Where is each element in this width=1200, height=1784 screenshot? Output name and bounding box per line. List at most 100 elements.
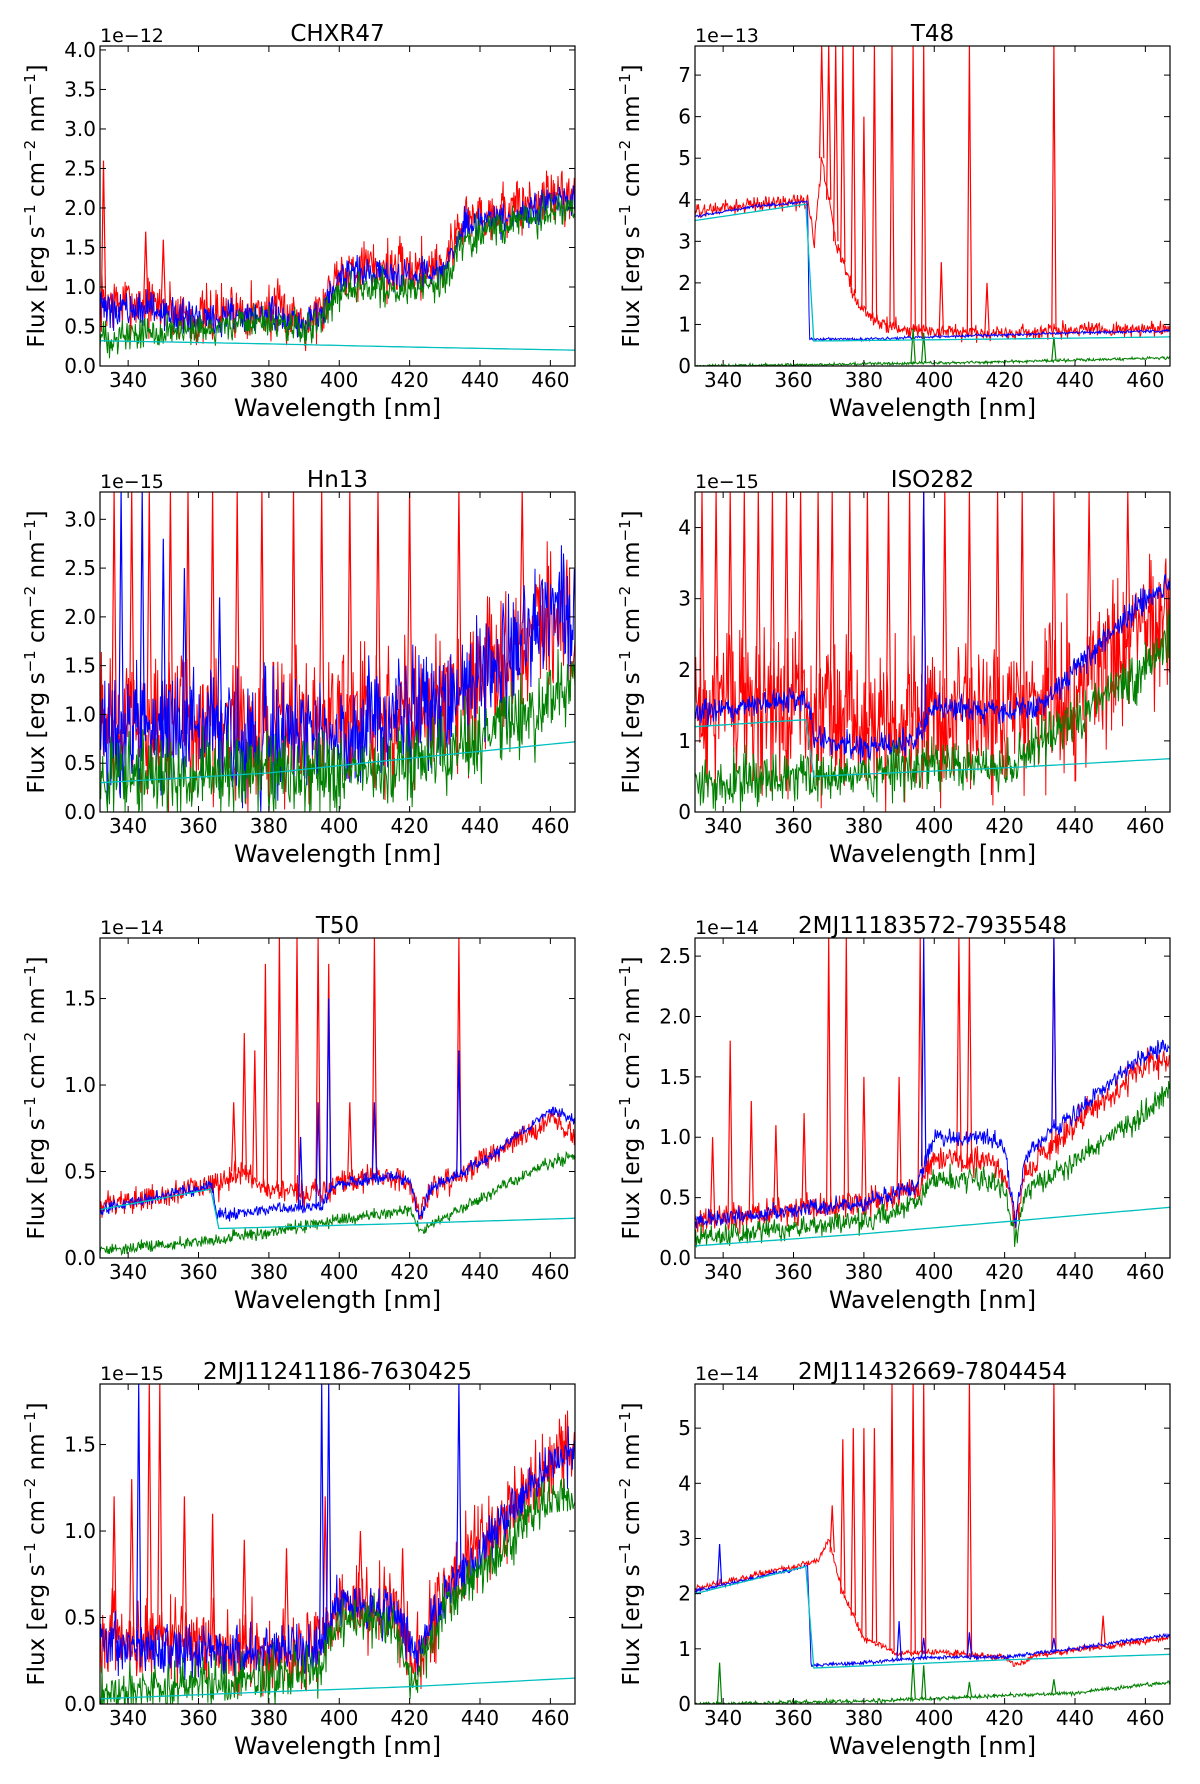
series-1-spike <box>741 492 747 706</box>
series-3-spike <box>910 1659 916 1700</box>
x-tick-label: 340 <box>704 368 742 392</box>
y-tick-label: 0.5 <box>64 314 96 338</box>
subplot-4: 340 360 380 400 420 440 460 0 1 2 3 4 1e−15 ISO282 Wav… <box>616 467 1171 868</box>
series-1-spike <box>921 46 927 332</box>
y-tick-label: 0.5 <box>659 1186 691 1210</box>
series-1-spike <box>1100 1615 1106 1647</box>
series-1-spike <box>406 492 413 715</box>
series-group <box>695 46 1170 366</box>
series-1-spike <box>938 262 944 333</box>
series-group <box>100 160 575 359</box>
y-tick-label: 3 <box>678 1526 691 1550</box>
series-group <box>695 492 1170 812</box>
y-axis-label: Flux [erg s−1 cm−2 nm−1] <box>21 956 50 1239</box>
x-tick-label: 380 <box>845 368 883 392</box>
subplot-5: 340 360 380 400 420 440 460 0.0 0.5 1.0 1.5 1e−14 T5… <box>21 913 576 1314</box>
series-group <box>695 938 1170 1248</box>
series-4-line <box>695 203 1170 342</box>
series-1-spike <box>755 492 761 706</box>
series-2-spike <box>326 1384 332 1630</box>
series-1-spike <box>829 1505 835 1553</box>
series-4-line <box>100 1677 575 1700</box>
x-tick-label: 460 <box>531 368 569 392</box>
x-tick-label: 420 <box>391 368 429 392</box>
y-tick-label: 1.0 <box>64 1073 96 1097</box>
series-3-spike <box>1051 336 1057 361</box>
y-tick-label: 0.5 <box>64 1160 96 1184</box>
series-1-spike <box>519 492 525 645</box>
series-1-spike <box>826 938 832 1207</box>
series-1-spike <box>840 1439 846 1594</box>
subplot-1: 340 360 380 400 420 440 460 0.0 0.5 1.0 1.5 2.0 2.5 3… <box>21 21 576 422</box>
series-group <box>695 1384 1170 1704</box>
x-axis-label: Wavelength [nm] <box>234 1732 441 1760</box>
series-1-spike <box>871 1428 878 1643</box>
series-2-spike <box>921 938 927 1167</box>
y-scale-label: 1e−14 <box>695 917 759 939</box>
x-tick-label: 400 <box>320 368 358 392</box>
x-axis-label: Wavelength [nm] <box>234 394 441 422</box>
series-1-spike <box>375 492 381 719</box>
series-1-spike <box>1086 492 1092 680</box>
series-1-spike <box>209 492 216 727</box>
x-tick-label: 440 <box>461 1260 499 1284</box>
x-tick-label: 360 <box>179 1706 217 1730</box>
series-2-line <box>695 200 1170 343</box>
series-1-spike <box>252 1050 258 1182</box>
series-1-spike <box>801 1113 807 1209</box>
y-axis-label: Flux [erg s−1 cm−2 nm−1] <box>21 64 50 347</box>
series-1-spike <box>885 492 892 722</box>
x-axis-label: Wavelength [nm] <box>234 1286 441 1314</box>
x-tick-label: 400 <box>915 814 953 838</box>
x-tick-label: 440 <box>1056 1706 1094 1730</box>
y-tick-label: 4 <box>678 1471 691 1495</box>
x-tick-label: 360 <box>774 1260 812 1284</box>
series-2-spike <box>326 998 332 1193</box>
x-tick-label: 340 <box>109 368 147 392</box>
y-tick-label: 3 <box>678 587 691 611</box>
y-tick-label: 1.0 <box>659 1125 691 1149</box>
series-1-spike <box>111 1496 117 1637</box>
y-tick-label: 5 <box>678 1416 691 1440</box>
series-1-spike <box>129 492 135 725</box>
series-1-spike <box>994 492 1001 719</box>
y-tick-label: 3.5 <box>64 77 96 101</box>
series-1-spike <box>850 1428 856 1616</box>
x-tick-label: 440 <box>1056 814 1094 838</box>
y-tick-label: 6 <box>678 105 691 129</box>
x-tick-label: 380 <box>845 814 883 838</box>
series-1-spike <box>262 963 269 1188</box>
series-1-spike <box>847 492 853 722</box>
series-3-spike <box>716 1662 723 1704</box>
x-tick-label: 440 <box>1056 1260 1094 1284</box>
series-3-line <box>695 608 1170 812</box>
y-tick-label: 0 <box>678 354 691 378</box>
x-tick-label: 360 <box>774 368 812 392</box>
subplot-8: 340 360 380 400 420 440 460 0 1 2 3 4 5 1e−14 2MJ11432… <box>616 1359 1171 1760</box>
series-1-spike <box>319 492 325 727</box>
series-1-spike <box>315 938 321 1193</box>
series-2-line <box>100 1106 575 1222</box>
series-1-spike <box>456 938 462 1175</box>
y-tick-label: 1 <box>678 312 691 336</box>
series-2-spike <box>118 492 124 735</box>
subplot-3: 340 360 380 400 420 440 460 0.0 0.5 1.0 1.5 2.0 2.5 3… <box>21 467 576 868</box>
y-tick-label: 1 <box>678 1637 691 1661</box>
series-1-spike <box>966 1384 973 1655</box>
x-tick-label: 440 <box>461 368 499 392</box>
x-tick-label: 340 <box>109 814 147 838</box>
series-1-spike <box>347 492 353 723</box>
series-1-line <box>695 1538 1170 1667</box>
series-2-line <box>100 185 575 339</box>
series-1-spike <box>896 1076 902 1196</box>
y-tick-label: 0.0 <box>64 800 96 824</box>
x-tick-label: 380 <box>250 814 288 838</box>
y-tick-label: 4 <box>678 188 691 212</box>
series-1-spike <box>234 492 240 730</box>
series-1-spike <box>861 1428 867 1638</box>
series-3-line <box>100 649 575 812</box>
y-scale-label: 1e−14 <box>100 917 164 939</box>
y-scale-label: 1e−15 <box>695 471 759 493</box>
series-1-spike <box>709 1137 716 1220</box>
x-tick-label: 360 <box>774 814 812 838</box>
